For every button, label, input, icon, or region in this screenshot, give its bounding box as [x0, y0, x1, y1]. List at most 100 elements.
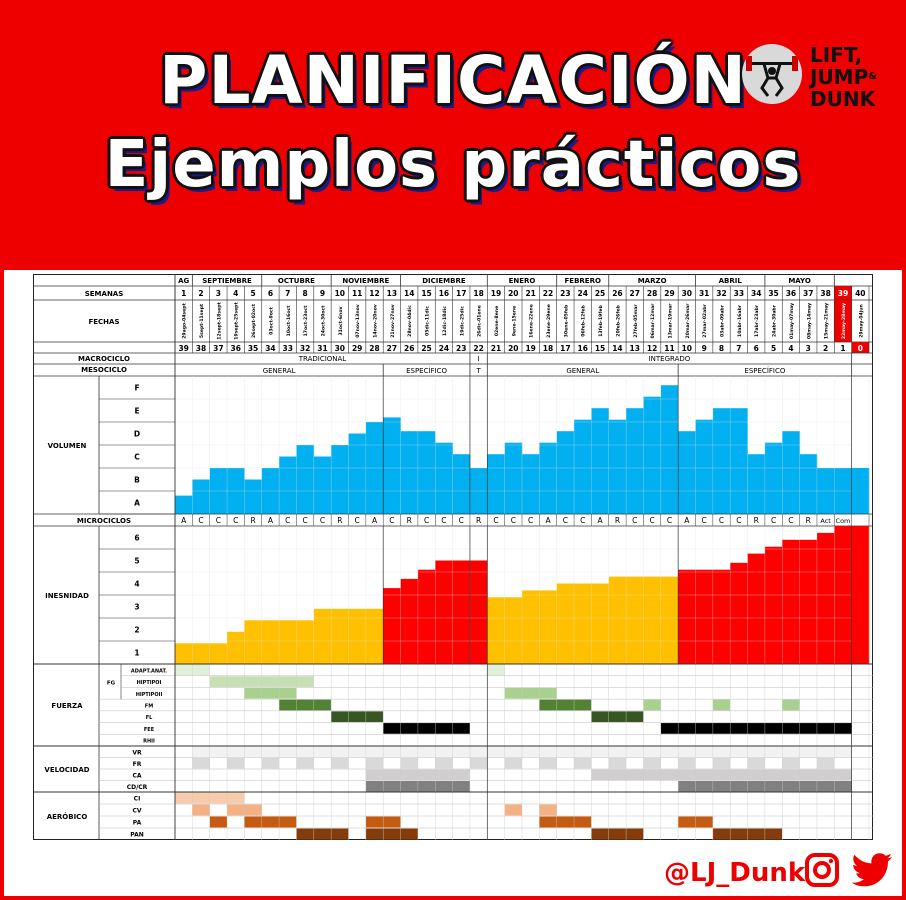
aerobico-bar — [504, 804, 522, 816]
twitter-icon[interactable] — [851, 852, 894, 888]
week-number: 7 — [285, 289, 290, 298]
velocidad-bar — [331, 758, 349, 769]
twitter-handle[interactable]: @LJ_Dunk — [664, 858, 806, 888]
title-line-1: PLANIFICACIÓN — [159, 42, 747, 119]
week-date: 10oct-16oct — [286, 305, 292, 337]
aerobico-row-label: CV — [132, 808, 141, 815]
week-date: 03abr-09abr — [720, 304, 726, 337]
week-number: 26 — [612, 289, 622, 298]
countdown-number: 6 — [754, 344, 759, 353]
month-label-0: AG — [178, 277, 189, 285]
volume-level-E: E — [134, 407, 139, 416]
countdown-number: 29 — [352, 344, 362, 353]
countdown-number: 38 — [196, 344, 206, 353]
week-number: 10 — [335, 289, 345, 298]
intensity-bar — [712, 569, 731, 664]
countdown-number: 34 — [265, 344, 275, 353]
fuerza-row-label: FEE — [144, 727, 155, 733]
velocidad-row-label: VR — [132, 749, 142, 756]
velocidad-bar — [192, 758, 210, 769]
row-label-fuerza: FUERZA — [51, 702, 83, 710]
fuerza-group-label: FG — [107, 681, 116, 687]
week-number: 13 — [387, 289, 397, 298]
week-number: 2 — [198, 289, 203, 298]
mesociclo-2: T — [475, 367, 481, 375]
microcycle-type: R — [615, 516, 620, 525]
velocidad-row-label: CD/CR — [127, 784, 148, 791]
intensity-bar — [816, 532, 835, 664]
microcycle-type: R — [337, 516, 342, 525]
intensity-bar — [556, 583, 575, 664]
countdown-number: 15 — [595, 344, 605, 353]
week-date: 31oct-6nov — [338, 307, 344, 336]
intensity-bar — [192, 643, 210, 664]
aerobico-bar — [244, 816, 297, 828]
week-date: 29may-04jun — [858, 304, 864, 338]
microcycle-type: C — [511, 516, 516, 525]
intensity-level-4: 4 — [134, 580, 139, 589]
week-date: 12dic-18dic — [442, 306, 448, 336]
intensity-bar — [469, 560, 488, 664]
volume-bar — [643, 396, 662, 514]
week-date: 16ene-22ene — [529, 304, 535, 338]
title-banner: PLANIFICACIÓN Ejemplos prácticos LIFT, J… — [0, 0, 906, 270]
month-label-2: OCTUBRE — [278, 277, 315, 285]
countdown-number: 39 — [178, 344, 188, 353]
row-label-mesociclo: MESOCICLO — [81, 366, 127, 374]
countdown-number: 33 — [283, 344, 293, 353]
microcycle-type: C — [563, 516, 568, 525]
week-number: 18 — [473, 289, 483, 298]
microcycle-type: C — [389, 516, 394, 525]
countdown-number: 22 — [473, 344, 483, 353]
countdown-number: 5 — [771, 344, 776, 353]
intensity-bar — [626, 576, 644, 664]
intensity-bar — [400, 578, 419, 664]
volume-bar — [417, 431, 436, 514]
aerobico-bar — [296, 828, 349, 840]
velocidad-bar — [365, 758, 384, 769]
week-number: 22 — [543, 289, 553, 298]
volume-bar — [487, 454, 505, 514]
microcycle-type: C — [493, 516, 498, 525]
microcycle-type: C — [198, 516, 203, 525]
week-number: 27 — [630, 289, 640, 298]
countdown-number: 10 — [682, 344, 692, 353]
instagram-icon[interactable] — [804, 852, 840, 888]
week-number: 30 — [682, 289, 692, 298]
microcycle-type: C — [424, 516, 429, 525]
intensity-bar — [487, 597, 505, 664]
week-date: 12sept-18sept — [216, 302, 222, 340]
week-date: 07nov-13nov — [355, 304, 361, 338]
velocidad-bar — [400, 758, 418, 769]
row-label-semanas: SEMANAS — [85, 290, 124, 298]
week-number: 1 — [181, 289, 186, 298]
week-date: 17abr-23abr — [754, 304, 760, 337]
countdown-number: 27 — [387, 344, 397, 353]
month-label-8: ABRIL — [719, 277, 743, 285]
week-date: 5sept-11sept — [199, 303, 205, 338]
row-label-microciclos: MICROCICLOS — [77, 517, 131, 525]
countdown-number: 8 — [719, 344, 724, 353]
intensity-level-6: 6 — [134, 534, 139, 543]
velocidad-bar — [574, 758, 592, 769]
microcycle-type: C — [702, 516, 707, 525]
fuerza-bar — [591, 711, 644, 723]
intensity-bar — [504, 597, 523, 664]
volume-level-A: A — [134, 499, 140, 508]
intensity-bar — [730, 562, 748, 664]
intensity-bar — [452, 560, 471, 664]
fuerza-bar — [782, 699, 800, 711]
macrociclo-2: INTEGRADO — [649, 355, 691, 363]
aerobico-row-label: PA — [133, 820, 142, 827]
microcycle-type: C — [650, 516, 655, 525]
week-date: 17oct-23oct — [303, 305, 309, 337]
aerobico-row-label: PAN — [130, 832, 144, 839]
countdown-number: 24 — [439, 344, 449, 353]
logo-text-dunk: DUNK — [810, 87, 876, 111]
countdown-number: 37 — [213, 344, 223, 353]
volume-bar — [799, 454, 818, 514]
week-number: 32 — [716, 289, 726, 298]
microcycle-type: C — [285, 516, 290, 525]
week-date: 20mar-26mar — [685, 303, 691, 339]
fuerza-row-label: HIPTIPOI — [137, 680, 162, 686]
